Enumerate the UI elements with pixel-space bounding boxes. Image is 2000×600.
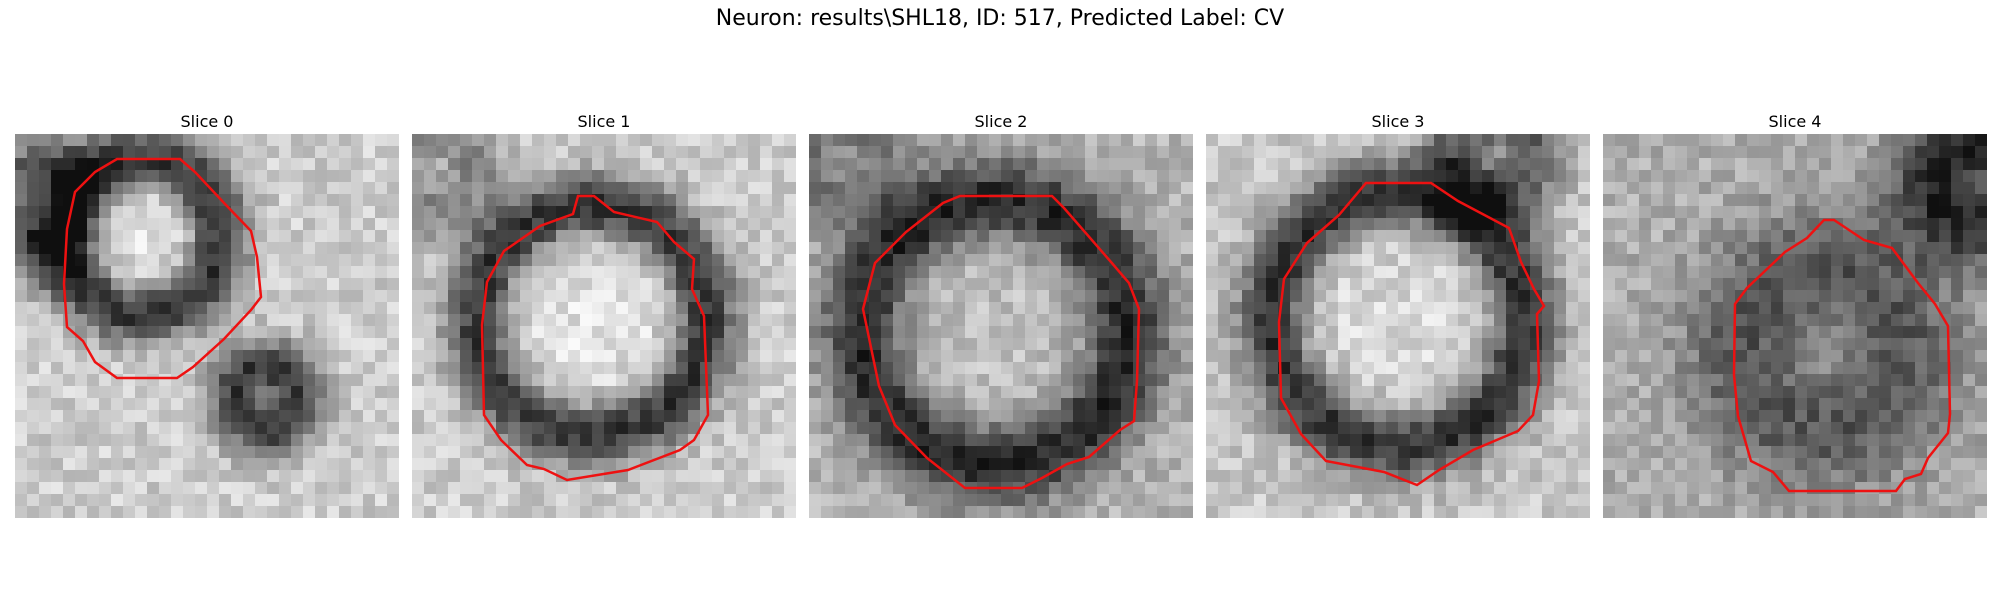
slice-image-4 <box>1603 134 1987 518</box>
microscopy-image <box>1206 134 1590 518</box>
microscopy-image <box>412 134 796 518</box>
figure-title: Neuron: results\SHL18, ID: 517, Predicte… <box>715 6 1285 31</box>
slice-panel-3: Slice 3 <box>1206 110 1590 518</box>
slice-image-3 <box>1206 134 1590 518</box>
slice-image-1 <box>412 134 796 518</box>
slice-panel-4: Slice 4 <box>1603 110 1987 518</box>
roi-contour <box>480 194 710 482</box>
microscopy-image <box>15 134 399 518</box>
roi-contour <box>1277 181 1546 487</box>
slice-title: Slice 4 <box>1768 112 1822 131</box>
microscopy-image <box>809 134 1193 518</box>
microscopy-image <box>1603 134 1987 518</box>
roi-contour <box>861 194 1141 490</box>
slice-panel-0: Slice 0 <box>15 110 399 518</box>
roi-contour <box>62 157 263 380</box>
slice-title: Slice 2 <box>974 112 1028 131</box>
slice-panel-1: Slice 1 <box>412 110 796 518</box>
slice-title: Slice 1 <box>577 112 631 131</box>
slice-title: Slice 3 <box>1371 112 1425 131</box>
slice-panel-2: Slice 2 <box>809 110 1193 518</box>
slice-image-0 <box>15 134 399 518</box>
slice-title: Slice 0 <box>180 112 234 131</box>
roi-contour <box>1732 218 1952 493</box>
slice-image-2 <box>809 134 1193 518</box>
